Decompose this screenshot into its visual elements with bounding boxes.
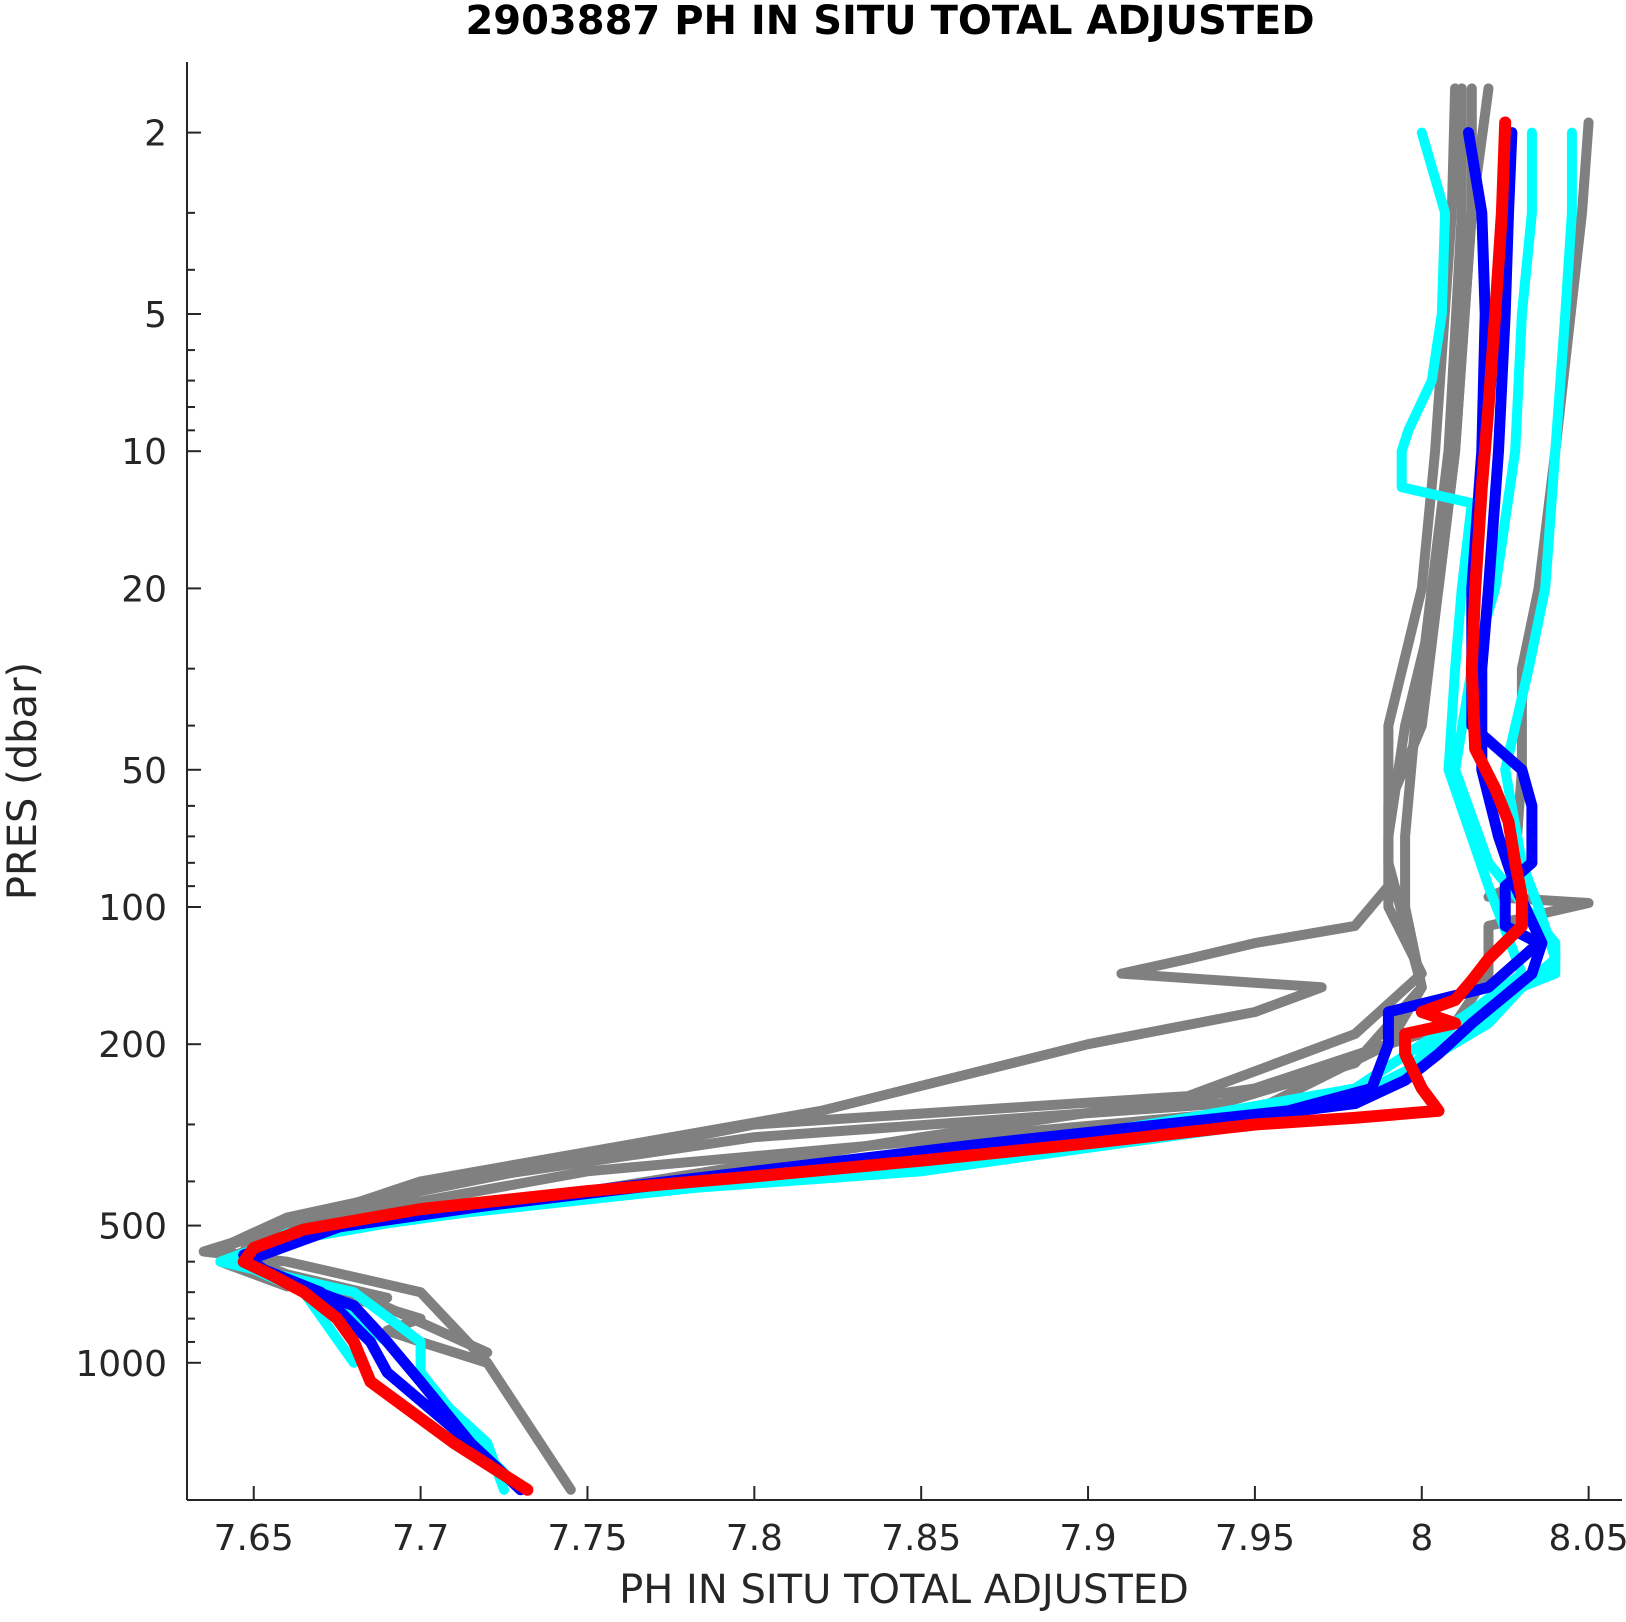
y-axis-label: PRES (dbar) xyxy=(0,662,46,900)
x-tick-label-6: 7.95 xyxy=(1215,1518,1295,1559)
profile-line-6 xyxy=(215,127,1527,1495)
x-axis-label: PH IN SITU TOTAL ADJUSTED xyxy=(619,1567,1189,1613)
y-ticks: 2 5 10 20 50 100 200 500 1000 xyxy=(75,114,201,1385)
y-tick-label-8: 1000 xyxy=(75,1344,167,1385)
y-tick-label-0: 2 xyxy=(144,114,167,155)
y-tick-label-5: 100 xyxy=(98,888,167,929)
x-tick-label-7: 8 xyxy=(1410,1518,1433,1559)
x-tick-label-8: 8.05 xyxy=(1549,1518,1626,1559)
profile-line-10 xyxy=(238,127,1548,1449)
x-tick-label-5: 7.9 xyxy=(1059,1518,1116,1559)
x-tick-label-2: 7.75 xyxy=(547,1518,627,1559)
y-tick-label-3: 20 xyxy=(121,569,167,610)
profile-line-9 xyxy=(238,127,1545,1496)
y-tick-label-7: 500 xyxy=(98,1207,167,1248)
y-tick-label-1: 5 xyxy=(144,295,167,336)
x-tick-label-4: 7.85 xyxy=(881,1518,961,1559)
profile-line-1 xyxy=(198,83,1461,1495)
x-tick-label-1: 7.7 xyxy=(392,1518,449,1559)
x-ticks: 7.65 7.7 7.75 7.8 7.85 7.9 7.95 8 8.05 xyxy=(214,1486,1626,1559)
series-layer xyxy=(198,83,1594,1496)
x-tick-label-0: 7.65 xyxy=(214,1518,294,1559)
chart-title: 2903887 PH IN SITU TOTAL ADJUSTED xyxy=(465,0,1314,44)
profile-line-5 xyxy=(215,83,1467,1368)
y-tick-label-4: 50 xyxy=(121,751,167,792)
x-tick-label-3: 7.8 xyxy=(726,1518,783,1559)
y-tick-label-2: 10 xyxy=(121,432,167,473)
profile-line-7 xyxy=(232,127,1577,1495)
y-tick-label-6: 200 xyxy=(98,1025,167,1066)
profile-line-3 xyxy=(215,83,1494,1303)
profile-line-11 xyxy=(237,116,1528,1496)
